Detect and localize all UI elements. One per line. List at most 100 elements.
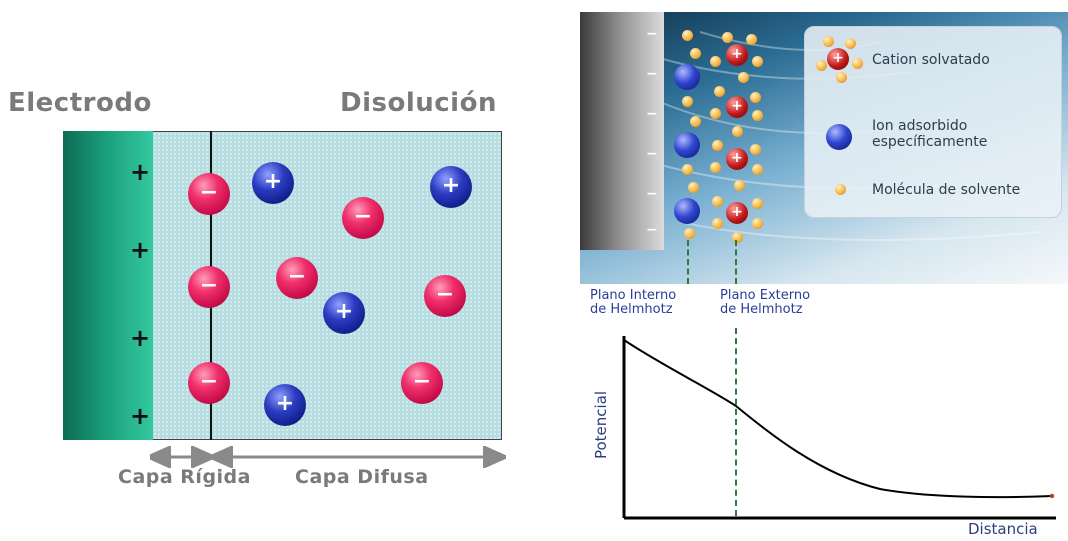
solvent-molecule — [682, 96, 693, 107]
solvent-molecule — [750, 92, 761, 103]
ion-sign: − — [412, 369, 432, 394]
potential-curve — [623, 339, 1053, 499]
solvated-cation: + — [726, 44, 748, 66]
solvent-molecule — [712, 218, 723, 229]
outer-plane-label-line1: Plano Externo — [720, 288, 811, 303]
legend-solvent-icon — [852, 58, 863, 69]
legend-cation-icon: + — [827, 48, 849, 70]
solvent-molecule — [722, 32, 733, 43]
solution-title: Disolución — [340, 88, 497, 118]
legend-solvent-molecule: Molécula de solvente — [872, 182, 1021, 198]
electrode-charge: + — [130, 158, 151, 186]
solvent-molecule — [710, 162, 721, 173]
solvent-molecule — [752, 164, 763, 175]
solvated-cation: + — [726, 202, 748, 224]
ion-sign: − — [199, 369, 219, 394]
diffuse-layer-label: Capa Difusa — [295, 466, 429, 488]
solvent-molecule — [688, 182, 699, 193]
legend-solvated-cation: Cation solvatado — [872, 52, 990, 68]
y-axis-label: Potencial — [592, 390, 610, 460]
solvent-molecule — [732, 232, 743, 243]
ion-sign: − — [353, 204, 373, 229]
negative-ion: − — [401, 362, 443, 404]
legend-solvent-icon — [823, 36, 834, 47]
x-axis-label: Distancia — [968, 520, 1038, 538]
solvent-molecule — [712, 140, 723, 151]
solvated-cation: + — [726, 148, 748, 170]
electrode-charge: + — [130, 402, 151, 430]
rigid-layer-label: Capa Rígida — [118, 466, 251, 488]
outer-plane-guide — [735, 328, 737, 516]
solvent-molecule — [690, 116, 701, 127]
adsorbed-ion — [674, 64, 700, 90]
negative-ion: − — [188, 266, 230, 308]
electrode-title: Electrodo — [8, 88, 152, 118]
right-electrode-plate — [580, 12, 664, 250]
cation-sign: + — [731, 204, 743, 220]
solvent-molecule — [710, 56, 721, 67]
cation-sign: + — [731, 46, 743, 62]
electrode-charge: − — [646, 106, 658, 122]
solvent-molecule — [738, 72, 749, 83]
adsorbed-ion — [674, 198, 700, 224]
solvated-cation: + — [726, 96, 748, 118]
ion-sign: − — [435, 282, 455, 307]
positive-ion: + — [264, 384, 306, 426]
legend-solvent-icon — [836, 72, 847, 83]
solvent-molecule — [732, 126, 743, 137]
solvent-molecule — [712, 196, 723, 207]
electrode-charge: + — [130, 324, 151, 352]
solvent-molecule — [734, 180, 745, 191]
cation-sign: + — [731, 98, 743, 114]
outer-plane-guide-top — [735, 240, 737, 284]
ion-sign: + — [441, 173, 461, 198]
legend-solvent-icon — [845, 38, 856, 49]
legend-adsorbed-line1: Ion adsorbido — [872, 118, 968, 134]
ion-sign: + — [275, 391, 295, 416]
cation-sign: + — [832, 50, 844, 66]
ion-sign: − — [199, 180, 219, 205]
inner-plane-guide — [687, 240, 689, 284]
ion-sign: + — [334, 299, 354, 324]
solvent-molecule — [690, 48, 701, 59]
potential-graph — [622, 336, 1056, 520]
solvent-molecule — [710, 108, 721, 119]
solvent-molecule — [752, 110, 763, 121]
solvent-molecule — [684, 228, 695, 239]
solvent-molecule — [750, 144, 761, 155]
solvent-molecule — [752, 198, 763, 209]
ion-sign: + — [263, 169, 283, 194]
curve-endpoint — [1049, 493, 1055, 499]
negative-ion: − — [188, 173, 230, 215]
electrode-charge: − — [646, 146, 658, 162]
legend-adsorbed-line2: específicamente — [872, 134, 988, 150]
positive-ion: + — [430, 166, 472, 208]
ion-sign: − — [287, 264, 307, 289]
outer-plane-label-line2: de Helmhotz — [720, 302, 803, 317]
legend-solvent-icon — [816, 60, 827, 71]
electrode-plate — [63, 131, 153, 440]
electrode-charge: − — [646, 186, 658, 202]
legend-solvent-icon — [835, 184, 846, 195]
cation-sign: + — [731, 150, 743, 166]
solvent-molecule — [682, 164, 693, 175]
legend-adsorbed-icon — [826, 124, 852, 150]
electrode-charge: − — [646, 26, 658, 42]
solvent-molecule — [752, 218, 763, 229]
negative-ion: − — [342, 197, 384, 239]
solvent-molecule — [752, 56, 763, 67]
adsorbed-ion — [674, 132, 700, 158]
solvent-molecule — [746, 34, 757, 45]
solvent-molecule — [714, 86, 725, 97]
inner-plane-label-line2: de Helmhotz — [590, 302, 673, 317]
negative-ion: − — [424, 275, 466, 317]
layer-arrows — [150, 446, 506, 468]
ion-sign: − — [199, 273, 219, 298]
inner-plane-label-line1: Plano Interno — [590, 288, 677, 303]
electrode-charge: − — [646, 66, 658, 82]
negative-ion: − — [188, 362, 230, 404]
electrode-charge: − — [646, 222, 658, 238]
negative-ion: − — [276, 257, 318, 299]
electrode-charge: + — [130, 236, 151, 264]
positive-ion: + — [323, 292, 365, 334]
